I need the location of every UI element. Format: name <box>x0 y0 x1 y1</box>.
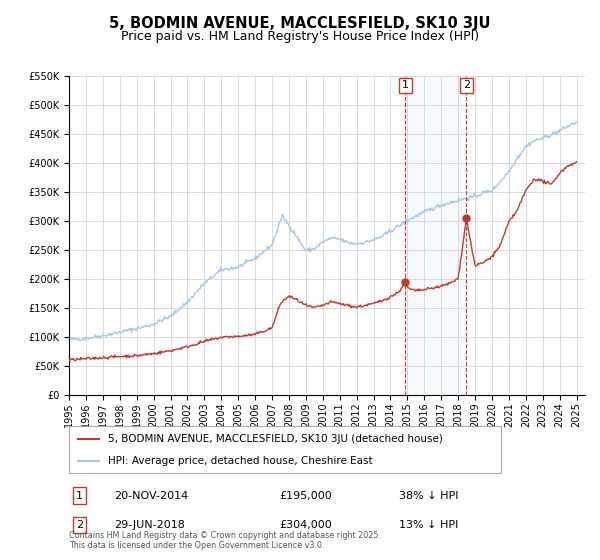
Text: £195,000: £195,000 <box>279 491 332 501</box>
Text: 1: 1 <box>76 491 83 501</box>
Text: 2: 2 <box>76 520 83 530</box>
Text: 13% ↓ HPI: 13% ↓ HPI <box>399 520 458 530</box>
FancyBboxPatch shape <box>69 426 501 473</box>
Text: 1: 1 <box>402 81 409 90</box>
Text: 5, BODMIN AVENUE, MACCLESFIELD, SK10 3JU: 5, BODMIN AVENUE, MACCLESFIELD, SK10 3JU <box>109 16 491 31</box>
Text: 20-NOV-2014: 20-NOV-2014 <box>114 491 188 501</box>
Text: 29-JUN-2018: 29-JUN-2018 <box>114 520 185 530</box>
Text: £304,000: £304,000 <box>279 520 332 530</box>
Text: Contains HM Land Registry data © Crown copyright and database right 2025.
This d: Contains HM Land Registry data © Crown c… <box>69 530 381 550</box>
Text: 5, BODMIN AVENUE, MACCLESFIELD, SK10 3JU (detached house): 5, BODMIN AVENUE, MACCLESFIELD, SK10 3JU… <box>108 434 443 444</box>
Bar <box>406 76 466 395</box>
Text: 2: 2 <box>463 81 470 90</box>
Text: Price paid vs. HM Land Registry's House Price Index (HPI): Price paid vs. HM Land Registry's House … <box>121 30 479 44</box>
Text: HPI: Average price, detached house, Cheshire East: HPI: Average price, detached house, Ches… <box>108 456 373 466</box>
Text: 38% ↓ HPI: 38% ↓ HPI <box>399 491 458 501</box>
